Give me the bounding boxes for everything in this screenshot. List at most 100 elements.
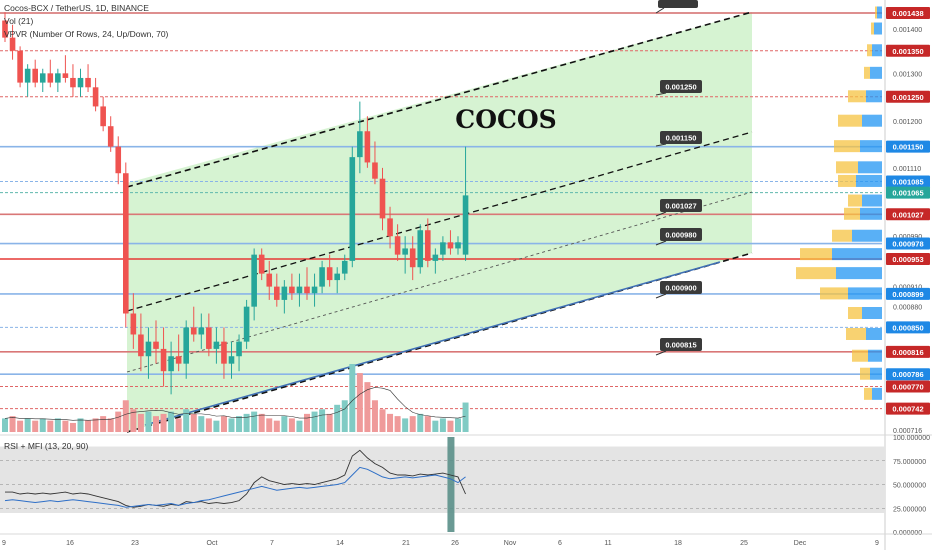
vpvr-up-bar xyxy=(874,22,882,35)
candle-body xyxy=(115,146,122,174)
candle-body xyxy=(213,341,220,349)
vpvr-up-bar xyxy=(872,44,882,57)
candle-body xyxy=(77,77,84,88)
channel-mid-line xyxy=(126,131,753,312)
callout-label: 0.000815 xyxy=(665,341,696,350)
callout-leader xyxy=(655,350,667,356)
vpvr-down-bar xyxy=(852,349,868,362)
time-tick-label: 9 xyxy=(875,540,879,547)
candle-body xyxy=(198,327,205,335)
price-level-tag-label: 0.000978 xyxy=(892,240,923,249)
candle-body xyxy=(236,341,242,357)
vpvr-up-bar xyxy=(832,248,882,261)
price-level-tag-label: 0.001350 xyxy=(892,47,923,56)
volume-bar xyxy=(39,418,46,432)
time-tick-label: 14 xyxy=(336,540,344,547)
candle-body xyxy=(221,341,227,364)
volume-bar xyxy=(364,382,371,432)
volume-bar xyxy=(32,420,39,432)
price-tick-label: 0.001400 xyxy=(893,27,922,34)
vpvr-down-bar xyxy=(838,114,862,127)
vpvr-down-bar xyxy=(834,140,860,153)
volume-bar xyxy=(9,416,16,432)
vpvr-up-bar xyxy=(868,349,882,362)
volume-bar xyxy=(356,373,363,432)
candle-body xyxy=(70,77,76,88)
price-level-tag xyxy=(886,253,930,266)
volume-bar xyxy=(251,411,258,432)
price-level-tag xyxy=(886,186,930,199)
volume-bar xyxy=(213,420,220,432)
candle-body xyxy=(304,286,310,294)
vpvr-up-bar xyxy=(870,66,882,79)
time-tick-label: Nov xyxy=(504,540,517,547)
price-tick-label: 0.000880 xyxy=(893,305,922,312)
time-tick-label: 25 xyxy=(740,540,748,547)
volume-bar xyxy=(183,409,190,432)
time-tick-label: 26 xyxy=(451,540,459,547)
volume-bar xyxy=(145,411,152,432)
candle-body xyxy=(447,242,454,249)
vpvr-up-bar xyxy=(858,161,882,174)
volume-bar xyxy=(168,411,175,432)
candle-body xyxy=(92,87,99,107)
support-trend-line xyxy=(144,261,721,426)
candle-body xyxy=(432,254,439,261)
vpvr-down-bar xyxy=(836,161,858,174)
candle-body xyxy=(289,286,295,294)
candle-body xyxy=(47,73,54,83)
candle-body xyxy=(462,195,469,255)
callout-box-top xyxy=(658,0,698,8)
callout-label: 0.001027 xyxy=(665,202,696,211)
price-level-tag xyxy=(886,402,930,415)
candle-body xyxy=(341,260,348,274)
candle-body xyxy=(107,126,114,147)
volume-bar xyxy=(447,420,454,432)
callout-box xyxy=(660,228,702,241)
volume-bar xyxy=(2,418,8,432)
rsi-band xyxy=(0,446,885,513)
time-tick-label: 6 xyxy=(558,540,562,547)
volume-bar xyxy=(288,418,295,432)
vpvr-down-bar xyxy=(871,22,874,35)
candle-body xyxy=(258,254,265,274)
vpvr-up-bar xyxy=(877,6,882,19)
candle-body xyxy=(168,356,174,372)
price-level-tag xyxy=(886,7,930,19)
volume-bar xyxy=(409,416,416,432)
time-tick-label: 7 xyxy=(270,540,274,547)
volume-legend: Vol (21) xyxy=(4,16,34,26)
candle-body xyxy=(372,162,378,179)
candle-body xyxy=(175,356,182,364)
vpvr-down-bar xyxy=(838,174,856,187)
volume-bar xyxy=(62,420,69,432)
price-level-tag-label: 0.001085 xyxy=(892,177,923,186)
volume-bar xyxy=(190,413,197,432)
volume-bar xyxy=(266,418,273,432)
price-level-tag xyxy=(886,208,930,221)
volume-bar xyxy=(236,416,243,432)
volume-bar xyxy=(273,420,280,432)
callout-label: 0.001150 xyxy=(666,134,697,143)
vpvr-down-bar xyxy=(875,6,877,19)
volume-bar xyxy=(24,418,31,432)
volume-bar xyxy=(402,418,409,432)
volume-bar xyxy=(258,413,265,432)
vpvr-up-bar xyxy=(862,114,882,127)
price-level-tag-label: 0.000899 xyxy=(892,290,923,299)
vpvr-up-bar xyxy=(862,194,882,207)
volume-bar xyxy=(281,416,288,432)
candle-body xyxy=(311,286,318,294)
candle-body xyxy=(24,68,31,83)
candle-body xyxy=(145,341,152,357)
volume-bar xyxy=(394,416,401,432)
volume-bar xyxy=(304,413,310,432)
volume-bar xyxy=(175,418,182,432)
volume-ma-line xyxy=(4,387,466,421)
candle-body xyxy=(394,236,401,255)
price-level-tag xyxy=(886,368,930,381)
price-level-tag xyxy=(886,287,930,300)
callout-label: 0.000980 xyxy=(665,231,696,240)
